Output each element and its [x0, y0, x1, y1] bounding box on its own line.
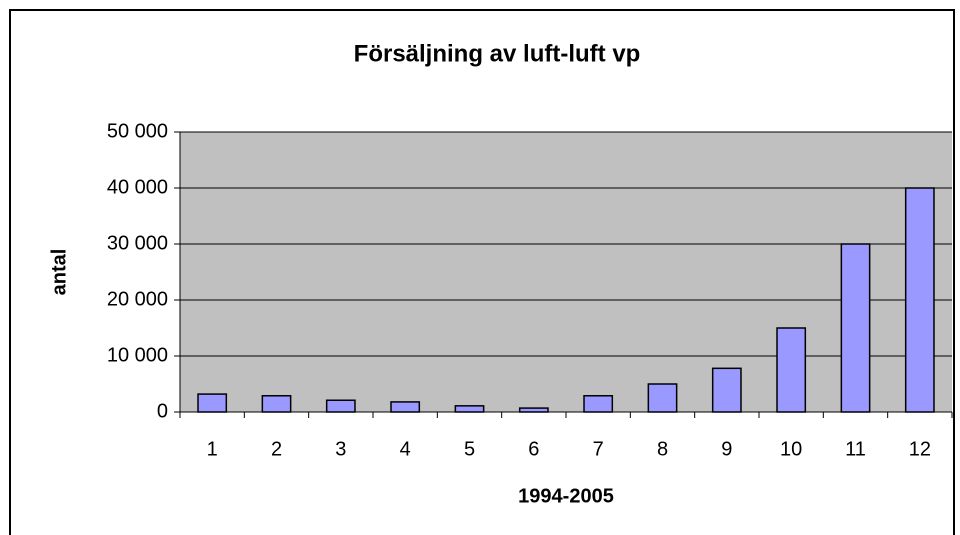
x-tick-label: 11 [845, 438, 866, 460]
bar [583, 395, 614, 413]
x-tick-label: 10 [780, 438, 802, 460]
bar [518, 407, 549, 413]
x-axis-label: 1994-2005 [518, 485, 614, 507]
bar [390, 401, 421, 413]
x-tick-label: 2 [271, 438, 282, 460]
bar [454, 405, 485, 413]
y-tick-label: 40 000 [107, 176, 168, 198]
x-tick-label: 1 [207, 438, 218, 460]
plot-area [180, 132, 952, 412]
y-tick-label: 0 [157, 400, 168, 422]
y-tick-label: 50 000 [107, 120, 168, 142]
bar [261, 395, 292, 413]
bar [904, 187, 935, 413]
x-tick-label: 6 [528, 438, 539, 460]
x-tick-label: 5 [464, 438, 475, 460]
y-tick-label: 10 000 [107, 344, 168, 366]
x-tick-label: 7 [593, 438, 604, 460]
bar [840, 243, 871, 413]
x-tick-label: 3 [335, 438, 346, 460]
x-tick-label: 12 [909, 438, 931, 460]
bar [647, 383, 678, 413]
y-axis-label: antal [48, 249, 70, 296]
bar [325, 399, 356, 413]
x-tick-label: 9 [721, 438, 732, 460]
y-tick-label: 20 000 [107, 288, 168, 310]
bar [197, 393, 228, 413]
bar [711, 367, 742, 413]
chart-title: Försäljning av luft-luft vp [354, 40, 641, 67]
bar [776, 327, 807, 413]
y-tick-label: 30 000 [107, 232, 168, 254]
x-tick-label: 4 [400, 438, 411, 460]
x-tick-label: 8 [657, 438, 668, 460]
